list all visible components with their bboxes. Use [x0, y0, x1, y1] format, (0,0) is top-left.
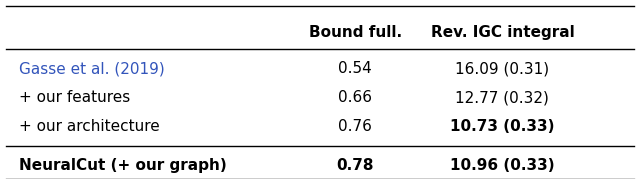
Text: Gasse et al. (2019): Gasse et al. (2019): [19, 61, 165, 76]
Text: + our features: + our features: [19, 90, 131, 105]
Text: 10.73 (0.33): 10.73 (0.33): [450, 119, 555, 134]
Text: 10.96 (0.33): 10.96 (0.33): [450, 158, 555, 173]
Text: 0.76: 0.76: [339, 119, 372, 134]
Text: + our architecture: + our architecture: [19, 119, 160, 134]
Text: NeuralCut (+ our graph): NeuralCut (+ our graph): [19, 158, 227, 173]
Text: Rev. IGC integral: Rev. IGC integral: [431, 25, 574, 40]
Text: 0.66: 0.66: [338, 90, 372, 105]
Text: 0.78: 0.78: [337, 158, 374, 173]
Text: 16.09 (0.31): 16.09 (0.31): [455, 61, 550, 76]
Text: 0.54: 0.54: [339, 61, 372, 76]
Text: 12.77 (0.32): 12.77 (0.32): [456, 90, 549, 105]
Text: Bound full.: Bound full.: [308, 25, 402, 40]
